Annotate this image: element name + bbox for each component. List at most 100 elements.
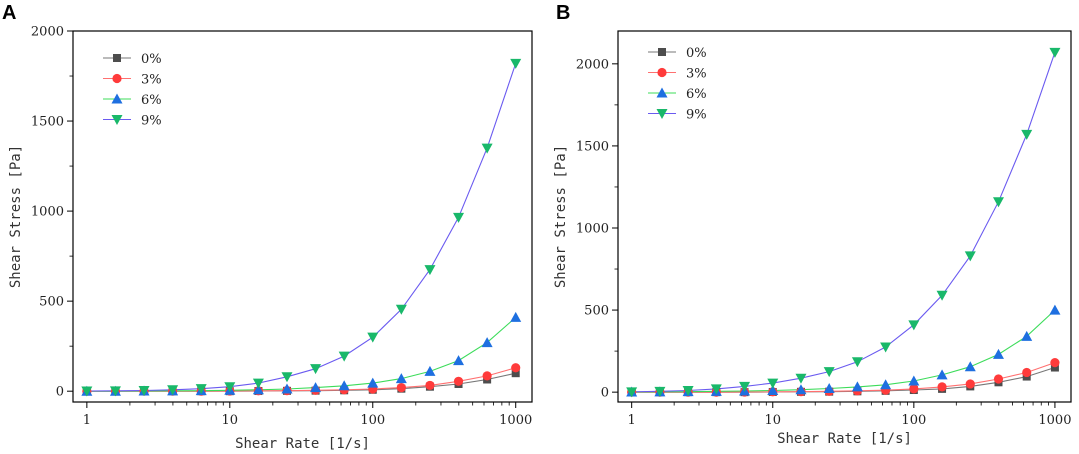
data-point-9pct — [936, 290, 948, 301]
panel-a-legend: 0% 3% 6% 9% — [103, 52, 162, 129]
data-point-9pct — [880, 342, 892, 353]
panel-b-x-axis-title: Shear Rate [1/s] — [777, 431, 912, 447]
panel-a-series — [81, 58, 522, 397]
panel-a-axes: 1 10 100 1000 0 500 1000 1500 2000 — [31, 25, 532, 429]
panel-a-x-axis-title: Shear Rate [1/s] — [235, 436, 370, 452]
legend-marker — [658, 48, 666, 56]
data-point-9pct — [453, 212, 465, 223]
data-point-0pct — [511, 369, 520, 378]
data-point-6pct — [424, 365, 436, 376]
legend-label: 9% — [141, 114, 162, 129]
x-tick-label: 100 — [901, 413, 926, 428]
x-tick-label: 10 — [222, 413, 239, 428]
data-point-9pct — [195, 384, 207, 395]
panel-b-y-axis-title: Shear Stress [Pa] — [553, 145, 569, 288]
y-tick-label: 1500 — [31, 115, 64, 130]
data-point-6pct — [908, 375, 920, 386]
data-point-6pct — [1049, 304, 1061, 315]
x-tick-label: 1 — [628, 413, 636, 428]
data-point-9pct — [510, 58, 522, 69]
series-line-3pct — [631, 362, 1056, 393]
data-point-6pct — [510, 311, 522, 322]
data-point-6pct — [310, 382, 322, 393]
data-point-6pct — [481, 337, 493, 348]
panel-b-plot-frame — [617, 30, 1072, 403]
y-tick-label: 2000 — [576, 57, 609, 72]
y-tick-label: 1500 — [576, 139, 609, 154]
data-point-3pct — [937, 382, 947, 392]
data-point-9pct — [964, 251, 976, 262]
data-point-6pct — [281, 383, 293, 394]
y-tick-label: 0 — [601, 386, 609, 401]
data-point-9pct — [367, 332, 379, 343]
y-tick-label: 0 — [56, 385, 64, 400]
x-tick-label: 100 — [360, 413, 385, 428]
data-point-6pct — [252, 384, 264, 395]
data-point-9pct — [167, 385, 179, 396]
series-line-6pct — [631, 309, 1056, 393]
panel-b-letter: B — [556, 2, 570, 24]
panel-a: A 1 10 100 1000 0 500 1000 1500 2000 0% 3% 6% 9% Sh… — [2, 2, 533, 452]
data-point-9pct — [739, 381, 751, 392]
x-tick-label: 1 — [83, 413, 91, 428]
legend-label: 6% — [141, 93, 162, 108]
data-point-3pct — [482, 371, 492, 381]
data-point-3pct — [1022, 367, 1032, 378]
data-point-3pct — [993, 374, 1004, 384]
data-point-9pct — [654, 386, 666, 397]
data-point-9pct — [395, 304, 407, 315]
legend-marker — [113, 54, 121, 62]
data-point-9pct — [908, 320, 920, 331]
data-point-3pct — [511, 363, 521, 373]
legend-marker — [111, 115, 123, 125]
data-point-9pct — [710, 384, 722, 395]
y-tick-label: 1000 — [31, 205, 64, 220]
data-point-9pct — [424, 265, 436, 276]
data-point-6pct — [395, 373, 407, 384]
data-point-3pct — [453, 376, 464, 386]
data-point-6pct — [936, 369, 948, 380]
data-point-3pct — [909, 384, 919, 394]
panel-a-y-axis-title: Shear Stress [Pa] — [8, 145, 24, 288]
legend-label: 3% — [686, 67, 707, 82]
panel-b: B 1 10 100 1000 0 500 1000 1500 2000 0% 3% 6% 9% Sh… — [553, 2, 1072, 447]
panel-b-legend: 0% 3% 6% 9% — [648, 46, 707, 123]
data-point-9pct — [252, 378, 264, 389]
series-line-9pct — [86, 63, 517, 392]
y-tick-label: 500 — [584, 304, 609, 319]
data-point-9pct — [1021, 129, 1033, 140]
series-line-9pct — [631, 52, 1056, 393]
data-point-9pct — [823, 367, 835, 378]
data-point-6pct — [992, 348, 1004, 359]
data-point-9pct — [138, 385, 150, 396]
series-line-3pct — [86, 367, 516, 392]
data-point-9pct — [626, 387, 638, 398]
x-tick-label: 10 — [764, 413, 781, 428]
data-point-9pct — [851, 357, 863, 368]
y-tick-label: 2000 — [31, 25, 64, 40]
data-point-6pct — [880, 379, 892, 390]
series-line-6pct — [86, 316, 517, 392]
data-point-6pct — [1021, 330, 1033, 341]
data-point-3pct — [396, 382, 406, 393]
data-point-6pct — [964, 361, 976, 372]
data-point-3pct — [1050, 358, 1060, 368]
panel-b-series — [626, 47, 1061, 398]
data-point-6pct — [795, 384, 807, 395]
data-point-9pct — [682, 386, 694, 397]
data-point-9pct — [281, 372, 293, 383]
panel-a-letter: A — [2, 2, 16, 24]
legend-marker — [656, 109, 668, 119]
data-point-0pct — [1050, 363, 1059, 372]
legend-marker — [656, 87, 668, 98]
data-point-9pct — [109, 386, 121, 397]
legend-label: 3% — [141, 73, 162, 88]
data-point-6pct — [823, 383, 835, 394]
data-point-9pct — [81, 386, 93, 397]
data-point-9pct — [310, 364, 322, 375]
panel-b-axes: 1 10 100 1000 0 500 1000 1500 2000 — [576, 57, 1072, 428]
legend-marker — [657, 67, 667, 78]
data-point-9pct — [992, 197, 1004, 208]
data-point-6pct — [453, 355, 465, 366]
